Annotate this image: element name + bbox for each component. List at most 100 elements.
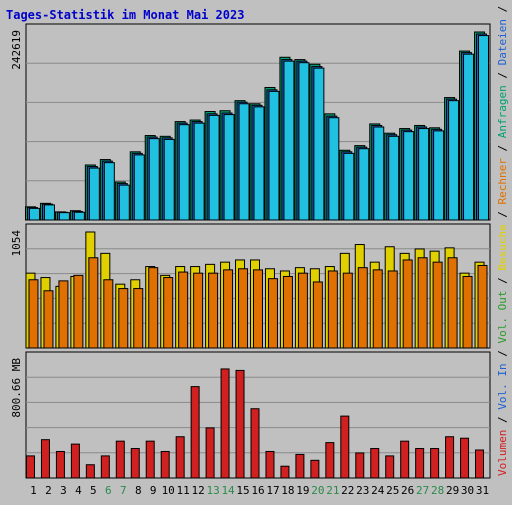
x-tick-label-day-29: 29 — [446, 484, 459, 497]
legend-separator: / — [496, 410, 509, 430]
hits-bar-seiten-day-16 — [253, 106, 265, 221]
legend-separator: / — [496, 271, 509, 291]
x-tick-label-day-7: 7 — [120, 484, 127, 497]
hits-bar-seiten-day-31 — [478, 35, 490, 221]
volume-bar-volumen-day-6 — [100, 455, 110, 479]
hits-bar-seiten-day-24 — [373, 126, 385, 221]
x-tick-label-day-4: 4 — [75, 484, 82, 497]
x-tick-label-day-10: 10 — [162, 484, 175, 497]
volume-bar-volumen-day-31 — [475, 449, 485, 479]
volume-bar-volumen-day-18 — [280, 465, 290, 479]
x-tick-label-day-27: 27 — [416, 484, 429, 497]
visits-bar-rechner-day-11 — [178, 271, 189, 349]
x-tick-label-day-20: 20 — [311, 484, 324, 497]
visits-bar-rechner-day-2 — [43, 290, 54, 349]
volume-bar-volumen-day-13 — [205, 427, 215, 479]
visits-bar-rechner-day-16 — [253, 269, 263, 349]
visits-bar-rechner-day-17 — [267, 278, 278, 349]
hits-bar-seiten-day-13 — [208, 114, 220, 221]
hits-bar-seiten-day-5 — [88, 167, 100, 221]
x-tick-label-day-22: 22 — [341, 484, 354, 497]
hits-bar-seiten-day-2 — [43, 204, 55, 221]
hits-bar-seiten-day-12 — [193, 122, 205, 221]
hits-bar-seiten-day-19 — [298, 62, 310, 221]
legend-strip: Volumen / Vol. In / Vol. Out / Besuche /… — [496, 0, 509, 476]
volume-bar-volumen-day-9 — [145, 440, 155, 479]
volume-bar-volumen-day-29 — [445, 436, 455, 479]
volume-bar-volumen-day-25 — [385, 455, 395, 479]
volume-bar-volumen-day-2 — [40, 439, 50, 479]
visits-bar-rechner-day-29 — [447, 257, 458, 349]
volume-bar-volumen-day-21 — [325, 442, 335, 479]
visits-bar-rechner-day-8 — [133, 288, 144, 349]
legend-item-dateien: Dateien — [496, 19, 509, 65]
volume-ymax-label: 800.66 MB — [10, 358, 23, 418]
chart-title: Tages-Statistik im Monat Mai 2023 — [6, 8, 244, 22]
x-tick-label-day-6: 6 — [105, 484, 112, 497]
visits-bar-rechner-day-19 — [297, 272, 308, 349]
volume-bar-volumen-day-28 — [430, 448, 440, 479]
hits-bar-seiten-day-27 — [418, 128, 430, 221]
volume-bar-volumen-day-24 — [370, 448, 380, 479]
visits-bar-rechner-day-30 — [462, 275, 473, 349]
x-tick-label-day-9: 9 — [150, 484, 157, 497]
legend-item-besuche: Besuche — [496, 224, 509, 270]
volume-bar-volumen-day-4 — [70, 443, 80, 479]
hits-bar-seiten-day-15 — [238, 103, 250, 221]
hits-bar-seiten-day-3 — [58, 212, 70, 221]
visits-bar-rechner-day-23 — [357, 267, 368, 349]
legend-separator: / — [496, 344, 509, 364]
hits-bar-seiten-day-7 — [118, 184, 130, 221]
hits-bar-seiten-day-8 — [133, 154, 145, 221]
x-tick-label-day-26: 26 — [401, 484, 414, 497]
x-tick-label-day-3: 3 — [60, 484, 67, 497]
hits-bar-seiten-day-17 — [268, 90, 280, 221]
visits-bar-rechner-day-5 — [88, 257, 99, 349]
hits-bar-seiten-day-21 — [328, 117, 340, 221]
legend-separator: / — [496, 65, 509, 85]
hits-bar-seiten-day-26 — [403, 131, 415, 221]
hits-bar-seiten-day-18 — [283, 60, 295, 221]
hits-bar-seiten-day-11 — [178, 124, 190, 221]
x-tick-label-day-5: 5 — [90, 484, 97, 497]
legend-item-volumen: Volumen — [496, 430, 509, 476]
x-tick-label-day-25: 25 — [386, 484, 399, 497]
x-tick-label-day-11: 11 — [177, 484, 190, 497]
visits-bar-rechner-day-24 — [372, 269, 383, 349]
volume-bar-volumen-day-8 — [130, 448, 140, 479]
legend-item-vol-out: Vol. Out — [496, 291, 509, 344]
volume-bar-volumen-day-12 — [190, 386, 200, 479]
volume-bar-volumen-day-17 — [265, 450, 275, 479]
x-tick-label-day-28: 28 — [431, 484, 444, 497]
hits-bar-seiten-day-23 — [358, 148, 370, 221]
hits-bar-seiten-day-14 — [223, 114, 235, 221]
x-tick-label-day-31: 31 — [476, 484, 489, 497]
hits-bar-seiten-day-4 — [73, 211, 85, 221]
volume-bar-volumen-day-7 — [115, 440, 125, 479]
visits-bar-rechner-day-25 — [387, 270, 398, 349]
visits-bar-rechner-day-28 — [432, 261, 443, 349]
hits-ymax-label: 242619 — [10, 30, 23, 70]
visits-bar-rechner-day-13 — [208, 272, 219, 349]
visits-ymax-label: 1054 — [10, 230, 23, 257]
volume-bar-volumen-day-20 — [310, 459, 320, 479]
volume-bar-volumen-day-10 — [160, 450, 170, 479]
volume-bar-volumen-day-16 — [250, 408, 260, 479]
legend-separator: / — [496, 204, 509, 224]
visits-bar-rechner-day-27 — [417, 257, 428, 349]
hits-bar-seiten-day-10 — [163, 138, 175, 221]
legend-separator: / — [496, 0, 509, 19]
visits-bar-rechner-day-12 — [193, 272, 204, 349]
visits-panel: 1054 — [10, 223, 491, 349]
visits-bar-rechner-day-1 — [28, 279, 39, 349]
hits-bar-seiten-day-30 — [463, 53, 475, 221]
visits-bar-rechner-day-31 — [477, 264, 488, 349]
volume-bar-volumen-day-14 — [220, 368, 230, 479]
x-tick-label-day-13: 13 — [206, 484, 219, 497]
x-tick-label-day-30: 30 — [461, 484, 474, 497]
hits-bar-seiten-day-1 — [28, 207, 40, 221]
visits-bar-rechner-day-7 — [118, 288, 129, 349]
legend-item-rechner: Rechner — [496, 158, 509, 205]
